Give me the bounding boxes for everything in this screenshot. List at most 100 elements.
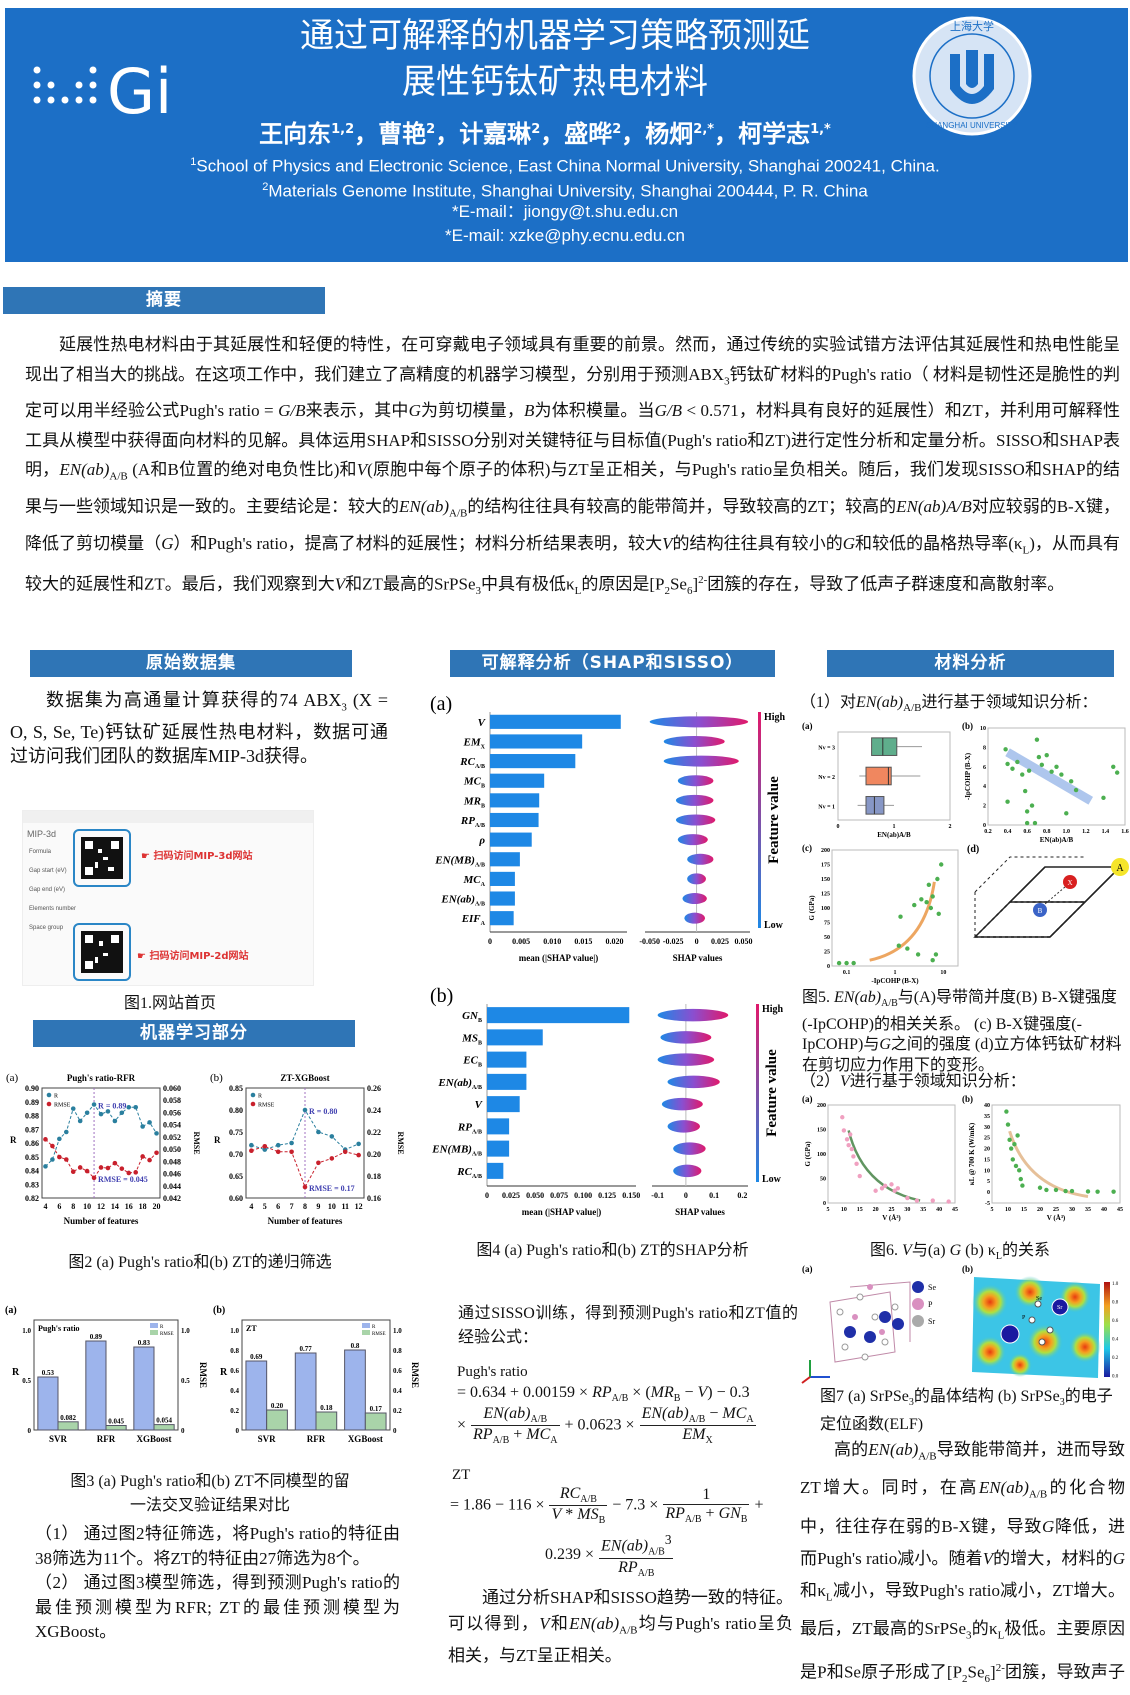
text-segment: ρ	[478, 835, 485, 847]
qr-code-mip3d[interactable]	[73, 829, 131, 887]
atom-x-label: X	[1067, 879, 1072, 887]
numerator: RCA/B	[549, 1485, 608, 1507]
trend-arrow	[1005, 748, 1094, 805]
atom-b	[1033, 903, 1047, 917]
author: 杨炯2,*	[645, 120, 714, 148]
shap-distribution	[661, 1097, 703, 1111]
pugh-formula-label: Pugh's ratio	[457, 1364, 528, 1380]
data-point	[1068, 779, 1074, 784]
y2-tick-label: 0.20	[367, 1150, 381, 1159]
text-segment: 的结构往往具有较小的	[672, 534, 843, 554]
data-point	[1012, 1142, 1017, 1147]
data-point	[1003, 747, 1008, 752]
data-point-r	[154, 1131, 159, 1136]
chart-title: ZT-XGBoost	[280, 1073, 329, 1083]
text-segment: 对应较弱的B-X键，降低了剪切模量（	[25, 497, 1120, 554]
panel-label: (b)	[962, 1094, 973, 1104]
data-point	[844, 960, 849, 966]
text-segment: EM	[682, 1426, 706, 1444]
data-point	[857, 1173, 862, 1179]
legend-label: R	[372, 1325, 376, 1330]
panel-label: (a)	[802, 1094, 813, 1104]
text-segment: L	[1022, 544, 1030, 557]
y-tick-label: 0.86	[25, 1139, 39, 1148]
data-point-r	[316, 1129, 321, 1135]
separator: ，	[435, 120, 460, 148]
author-name: 柯学志	[738, 120, 811, 148]
trend-arrow	[869, 881, 936, 962]
author-name: 曹艳	[378, 120, 427, 148]
plot-frame	[987, 727, 1126, 826]
x-tick-label: 0.025	[502, 1191, 520, 1200]
y2-tick-label: 0.2	[393, 1407, 402, 1415]
website-screenshot: MIP-3d Formula Gap start (eV) Gap end (eV)…	[22, 810, 314, 986]
y-tick-label: 0.80	[229, 1106, 243, 1115]
text-segment: 之间的强度 (d)立方体钙钛矿材料在剪切应力作用下的变形。	[802, 1036, 1122, 1074]
fraction: EN(ab)A/B − MCA EMX	[639, 1405, 756, 1446]
text-segment: A/B	[475, 823, 485, 829]
y2-axis-label: RMSE	[198, 1362, 207, 1388]
data-point	[1111, 764, 1116, 769]
data-point-r	[133, 1104, 139, 1110]
legend-marker	[46, 1101, 52, 1107]
website-title: MIP-3d	[27, 829, 57, 839]
text-segment: A	[746, 1414, 754, 1426]
data-point	[1029, 803, 1035, 808]
x-tick-label: 45	[1117, 1207, 1123, 1213]
text-segment: EM	[463, 736, 482, 748]
shap-distribution	[673, 1142, 706, 1155]
text-segment: G	[879, 1036, 891, 1054]
feature-label: EN(MB)A/B	[434, 854, 485, 868]
y2-axis-label: RMSE	[396, 1131, 405, 1154]
data-point	[1034, 737, 1040, 742]
text-segment: 数据集为高通量计算获得的74 ABX	[46, 690, 342, 710]
text-segment: 的结构往往具有较高的能带简并，导致较高的ZT；较高的	[467, 497, 897, 517]
material-summary: 高的EN(ab)A/B导致能带简并，进而导致ZT增大。同时，在高EN(ab)A/…	[800, 1434, 1125, 1695]
text-segment: 团簇，导致声子群速度低，散射率高。	[1004, 1662, 1126, 1682]
data-point	[1009, 1146, 1014, 1151]
operator: +	[754, 1496, 764, 1514]
text-segment: MC	[463, 874, 482, 886]
plot-frame	[831, 849, 959, 967]
y-tick-label: 0	[28, 1427, 32, 1435]
text-segment: 6	[984, 1672, 991, 1685]
text-segment: A/B	[475, 764, 485, 770]
data-point	[933, 952, 939, 957]
bar-rmse	[266, 1409, 288, 1431]
y-tick-label: 0.85	[25, 1153, 39, 1162]
data-point	[1015, 759, 1020, 765]
figure2b-line-chart: (b) ZT-XGBoost 4 5 6 7 8 9 10 11 12 0.60 0.65 0.70 0.7…	[210, 1072, 405, 1226]
text-segment: 极低。主要原因是P和Se原子形成了[P	[800, 1619, 1125, 1682]
abstract-text: 延展性热电材料由于其延展性和轻便的特性，在可穿戴电子领域具有重要的前景。然而，通…	[25, 330, 1120, 607]
qr-code-mip2d[interactable]	[73, 923, 131, 981]
bar-value-label: 0.77	[300, 1345, 313, 1353]
figure7-caption: 图7 (a) SrPSe3的晶体结构 (b) SrPSe3的电子定位函数(ELF…	[820, 1386, 1120, 1436]
text-segment: RP	[618, 1558, 638, 1576]
panel-label: (b)	[210, 1072, 223, 1084]
y-tick-label: 0	[987, 1190, 990, 1196]
x-tick-label: 40	[936, 1207, 942, 1213]
text-segment: EN(ab)	[569, 1614, 620, 1633]
shap-distribution	[687, 873, 706, 885]
legend-label: R	[54, 1094, 58, 1100]
data-point-r	[329, 1134, 335, 1139]
data-point-rmse	[342, 1149, 348, 1155]
importance-bar	[490, 891, 515, 906]
colorbar-high-label: High	[762, 1004, 784, 1015]
colorbar-tick-label: 0.4	[1112, 1338, 1119, 1343]
data-point	[836, 960, 842, 966]
data-point	[1037, 1185, 1043, 1190]
figure7a-crystal-structure: (a) Se P Sr	[801, 1264, 936, 1384]
feature-label: EN(ab)A/B	[440, 894, 485, 908]
text-segment: A/B	[475, 902, 485, 908]
website-form-labels: Formula Gap start (eV) Gap end (eV) Element…	[29, 843, 76, 938]
text-segment: A	[550, 1435, 558, 1447]
data-point-r	[98, 1111, 104, 1117]
y2-tick-label: 0.058	[163, 1096, 181, 1105]
bar-value-label: 0.8	[351, 1342, 360, 1350]
author-affiliation: 1,*	[810, 122, 831, 137]
data-point	[851, 1154, 856, 1159]
feature-label: EN(MB)A/B	[431, 1144, 482, 1158]
annotation-rmse: RMSE = 0.17	[309, 1184, 355, 1193]
text-segment: 减小，导致Pugh's ratio减小，ZT增大。最后，ZT最高的SrPSe	[800, 1580, 1125, 1639]
